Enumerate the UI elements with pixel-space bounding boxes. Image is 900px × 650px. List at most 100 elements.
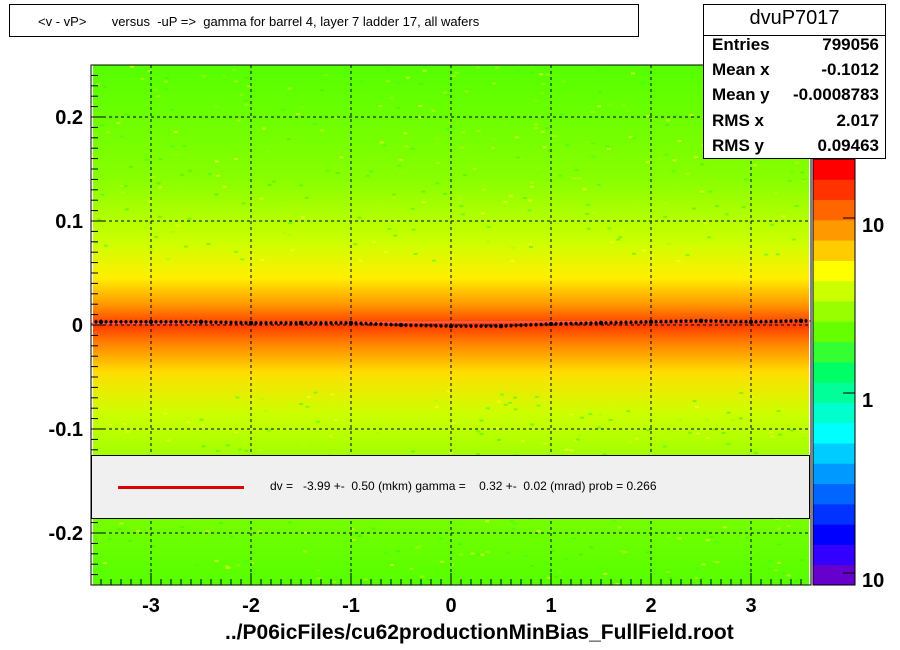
bin-speckle bbox=[494, 66, 499, 69]
bin-speckle bbox=[130, 65, 135, 68]
bin-speckle bbox=[418, 116, 423, 119]
bin-speckle bbox=[357, 216, 362, 219]
bin-speckle bbox=[267, 429, 272, 432]
profile-point-major bbox=[698, 318, 704, 324]
bin-speckle bbox=[123, 185, 128, 188]
bin-speckle bbox=[164, 77, 169, 80]
bin-speckle bbox=[387, 227, 392, 230]
bin-speckle bbox=[558, 191, 563, 194]
profile-point bbox=[684, 319, 688, 323]
colorbar-tick-label: 10 bbox=[862, 570, 884, 592]
profile-point bbox=[439, 324, 443, 328]
profile-point bbox=[254, 321, 258, 325]
bin-speckle bbox=[520, 579, 525, 582]
profile-point bbox=[434, 324, 438, 328]
bin-speckle bbox=[508, 401, 513, 404]
bin-speckle bbox=[764, 253, 769, 256]
bin-speckle bbox=[200, 424, 205, 427]
bin-speckle bbox=[781, 572, 786, 575]
y-tick-label: 0.1 bbox=[55, 211, 83, 233]
bin-speckle bbox=[575, 438, 580, 441]
profile-point bbox=[739, 320, 743, 324]
profile-point bbox=[509, 324, 513, 328]
bin-speckle bbox=[700, 145, 705, 148]
colorbar-cell bbox=[813, 422, 855, 444]
profile-point bbox=[214, 320, 218, 324]
bin-speckle bbox=[591, 155, 596, 158]
bin-speckle bbox=[585, 141, 590, 144]
x-axis-label: ../P06icFiles/cu62productionMinBias_Full… bbox=[225, 621, 734, 644]
bin-speckle bbox=[421, 407, 426, 410]
bin-speckle bbox=[461, 131, 466, 134]
bin-speckle bbox=[695, 417, 700, 420]
bin-speckle bbox=[727, 233, 732, 236]
bin-speckle bbox=[282, 232, 287, 235]
bin-speckle bbox=[413, 252, 418, 255]
bin-speckle bbox=[476, 453, 481, 456]
x-tick-label: 3 bbox=[745, 595, 756, 617]
bin-speckle bbox=[588, 413, 593, 416]
bin-speckle bbox=[511, 527, 516, 530]
bin-speckle bbox=[486, 240, 491, 243]
bin-speckle bbox=[222, 185, 227, 188]
bin-speckle bbox=[409, 567, 414, 570]
bin-speckle bbox=[694, 576, 699, 579]
stats-value: 0.09463 bbox=[817, 136, 879, 155]
bin-speckle bbox=[302, 531, 307, 534]
colorbar-cell bbox=[813, 524, 855, 545]
bin-speckle bbox=[427, 191, 432, 194]
y-tick-label: -0.2 bbox=[49, 523, 83, 545]
bin-speckle bbox=[460, 213, 465, 216]
bin-speckle bbox=[369, 170, 374, 173]
bin-speckle bbox=[320, 89, 325, 92]
bin-speckle bbox=[179, 173, 184, 176]
bin-speckle bbox=[149, 248, 154, 251]
bin-speckle bbox=[515, 136, 520, 139]
bin-speckle bbox=[530, 423, 535, 426]
bin-speckle bbox=[330, 393, 335, 396]
bin-speckle bbox=[715, 561, 720, 564]
bin-speckle bbox=[234, 431, 239, 434]
bin-speckle bbox=[186, 421, 191, 424]
bin-speckle bbox=[378, 105, 383, 108]
bin-speckle bbox=[622, 551, 627, 554]
profile-point bbox=[334, 321, 338, 325]
bin-speckle bbox=[329, 401, 334, 404]
bin-speckle bbox=[213, 168, 218, 171]
bin-speckle bbox=[449, 451, 454, 454]
profile-point bbox=[464, 324, 468, 328]
profile-point bbox=[189, 320, 193, 324]
bin-speckle bbox=[239, 93, 244, 96]
bin-speckle bbox=[743, 178, 748, 181]
bin-speckle bbox=[677, 537, 682, 540]
bin-speckle bbox=[313, 391, 318, 394]
bin-speckle bbox=[246, 85, 251, 88]
profile-point bbox=[789, 319, 793, 323]
profile-point bbox=[574, 321, 578, 326]
profile-point bbox=[404, 323, 408, 327]
bin-speckle bbox=[665, 119, 670, 122]
profile-point-major bbox=[348, 320, 354, 326]
bin-speckle bbox=[332, 580, 337, 583]
profile-point bbox=[674, 319, 678, 323]
bin-speckle bbox=[174, 153, 179, 156]
bin-speckle bbox=[769, 431, 774, 434]
profile-point bbox=[544, 322, 548, 326]
bin-speckle bbox=[166, 439, 171, 442]
profile-point bbox=[559, 322, 563, 326]
profile-point-major bbox=[98, 319, 104, 325]
colorbar-cell bbox=[813, 443, 855, 464]
bin-speckle bbox=[632, 136, 637, 139]
bin-speckle bbox=[188, 169, 193, 172]
bin-speckle bbox=[533, 123, 538, 126]
stats-row-entries: Entries 799056 bbox=[712, 35, 879, 59]
bin-speckle bbox=[738, 417, 743, 420]
profile-point-major bbox=[198, 319, 204, 325]
bin-speckle bbox=[605, 145, 610, 148]
bin-speckle bbox=[214, 559, 219, 562]
bin-speckle bbox=[539, 73, 544, 76]
bin-speckle bbox=[445, 128, 450, 131]
bin-speckle bbox=[618, 236, 623, 239]
bin-speckle bbox=[775, 253, 780, 256]
bin-speckle bbox=[122, 423, 127, 426]
